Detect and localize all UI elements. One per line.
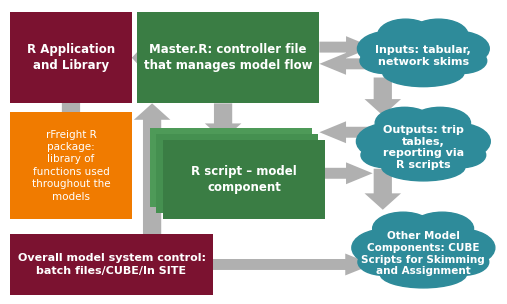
Ellipse shape (383, 59, 464, 87)
Ellipse shape (436, 249, 489, 275)
Ellipse shape (357, 31, 423, 66)
FancyBboxPatch shape (10, 12, 132, 103)
FancyBboxPatch shape (150, 128, 312, 207)
Ellipse shape (360, 48, 411, 74)
Ellipse shape (373, 225, 474, 277)
Ellipse shape (361, 142, 412, 168)
FancyBboxPatch shape (10, 234, 213, 295)
Ellipse shape (435, 142, 486, 168)
Ellipse shape (373, 212, 433, 245)
Ellipse shape (409, 19, 468, 51)
Text: Master.R: controller file
that manages model flow: Master.R: controller file that manages m… (144, 43, 312, 72)
FancyBboxPatch shape (137, 12, 319, 103)
Ellipse shape (382, 154, 465, 181)
Ellipse shape (436, 48, 487, 74)
Ellipse shape (375, 107, 434, 139)
Ellipse shape (352, 229, 421, 267)
FancyBboxPatch shape (156, 134, 318, 213)
Ellipse shape (424, 123, 490, 160)
Polygon shape (319, 53, 373, 75)
Text: rFreight R
package:
library of
functions used
throughout the
models: rFreight R package: library of functions… (31, 130, 111, 202)
Text: R script – model
component: R script – model component (192, 165, 297, 194)
Ellipse shape (356, 123, 422, 160)
Polygon shape (205, 103, 241, 140)
Ellipse shape (410, 107, 470, 139)
Ellipse shape (378, 19, 433, 51)
Polygon shape (365, 78, 401, 116)
Polygon shape (132, 47, 152, 69)
Text: R Application
and Library: R Application and Library (27, 43, 115, 72)
Ellipse shape (375, 30, 472, 76)
Text: Other Model
Components: CUBE
Scripts for Skimming
and Assignment: Other Model Components: CUBE Scripts for… (361, 231, 485, 276)
Polygon shape (365, 169, 401, 210)
FancyBboxPatch shape (163, 140, 325, 219)
Text: Overall model system control:
batch files/CUBE/In SITE: Overall model system control: batch file… (18, 253, 205, 276)
Polygon shape (319, 36, 373, 58)
Polygon shape (319, 121, 373, 143)
Ellipse shape (375, 119, 472, 170)
Ellipse shape (358, 249, 411, 275)
Text: Outputs: trip
tables,
reporting via
R scripts: Outputs: trip tables, reporting via R sc… (383, 125, 464, 170)
Ellipse shape (411, 212, 474, 245)
FancyBboxPatch shape (10, 112, 132, 219)
Ellipse shape (380, 261, 466, 288)
Text: Inputs: tabular,
network skims: Inputs: tabular, network skims (376, 45, 471, 67)
Ellipse shape (423, 31, 489, 66)
Polygon shape (213, 254, 373, 275)
Polygon shape (134, 103, 170, 234)
Polygon shape (53, 12, 89, 112)
Polygon shape (319, 162, 373, 184)
Ellipse shape (426, 229, 495, 267)
